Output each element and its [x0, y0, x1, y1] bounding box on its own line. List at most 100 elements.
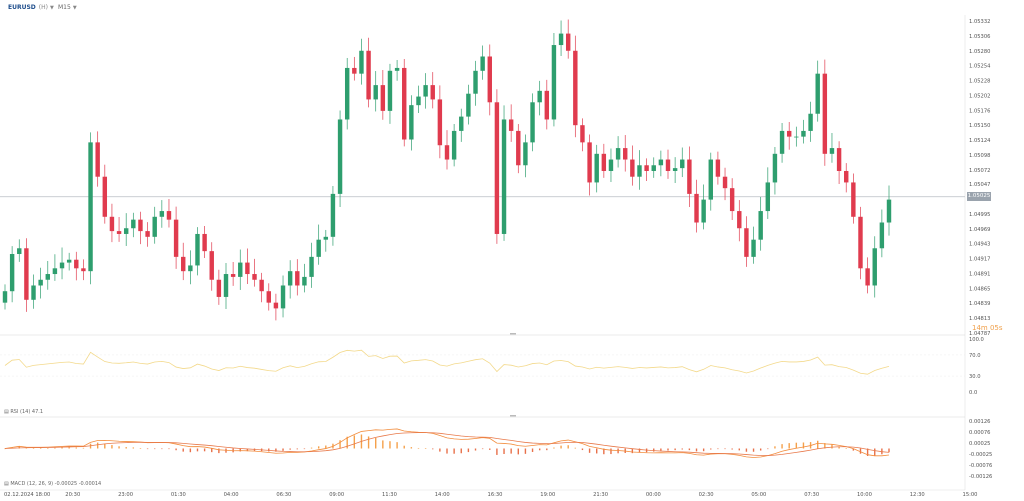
candle-body [74, 259, 79, 269]
candle-body [615, 148, 621, 160]
macd-histogram-bar [47, 447, 49, 449]
candle [701, 184, 706, 230]
macd-histogram-bar [581, 448, 584, 451]
candle-body [302, 276, 307, 286]
macd-level-label: -0.00126 [969, 474, 992, 480]
candle [45, 260, 50, 290]
candle [159, 200, 165, 228]
time-tick-label: 14:00 [435, 492, 450, 498]
macd-histogram-bar [660, 448, 662, 451]
price-tick-label: 1.05047 [969, 182, 990, 188]
candle-body [266, 291, 271, 303]
macd-histogram-bar [653, 448, 655, 452]
macd-histogram-bar [139, 448, 142, 449]
candle [59, 247, 65, 280]
candle-body [737, 211, 742, 229]
symbol-label: EURUSD [8, 4, 36, 11]
macd-histogram-bar [596, 448, 598, 454]
rsi-level-label: 70.0 [969, 353, 981, 359]
candle [822, 59, 828, 166]
candle [829, 132, 835, 163]
rsi-indicator-label[interactable]: ▤ RSI (14) 47.1 [4, 409, 43, 415]
candle-body [444, 145, 450, 160]
candle-body [45, 274, 50, 280]
macd-indicator-label[interactable]: ▤ MACD (12, 26, 9) -0.00025 -0.00014 [4, 481, 101, 487]
candle [851, 173, 856, 224]
candle [530, 93, 535, 152]
candle-body [131, 219, 136, 229]
candle [116, 217, 122, 242]
price-tick-label: 1.04943 [969, 242, 990, 248]
candle-body [544, 90, 550, 120]
candle [737, 200, 742, 242]
candle [302, 263, 307, 293]
candle-body [744, 228, 749, 257]
price-tick-label: 1.04865 [969, 286, 990, 292]
chart-header: EURUSD (H) ▼ M15 ▼ [0, 0, 1024, 14]
macd-histogram-bar [603, 448, 605, 455]
macd-histogram-bar [817, 440, 819, 449]
candle [587, 134, 592, 196]
price-tick-label: 1.05228 [969, 79, 990, 85]
macd-histogram-bar [731, 448, 733, 450]
macd-histogram-bar [346, 436, 348, 449]
price-tick-label: 1.04839 [969, 301, 990, 307]
candle [123, 213, 129, 246]
candle-body [109, 216, 115, 232]
candle-body [323, 236, 329, 240]
candle-body [430, 85, 435, 100]
time-tick-label: 15:00 [963, 492, 978, 498]
candle [858, 206, 863, 280]
candle [508, 104, 514, 142]
candle-body [829, 148, 835, 154]
timeframe-selector[interactable]: M15 ▼ [58, 4, 77, 11]
candle [416, 85, 421, 114]
candle-body [138, 219, 143, 232]
candle-body [437, 99, 443, 146]
price-tick-label: 1.05332 [969, 19, 990, 25]
candle-body [145, 231, 150, 237]
macd-histogram-bar [11, 447, 13, 449]
price-tick-label: 1.05150 [969, 123, 990, 129]
pane-resize-handle [510, 333, 516, 335]
candle [223, 263, 229, 309]
candle [95, 131, 100, 187]
candle [844, 163, 849, 193]
candle [765, 167, 771, 219]
candle [316, 224, 321, 265]
price-tick-label: 1.04969 [969, 227, 990, 233]
candle [24, 238, 29, 312]
candle [152, 206, 157, 244]
candle-body [494, 102, 500, 234]
macd-histogram-bar [310, 447, 313, 449]
candle [31, 274, 36, 309]
candle-body [580, 125, 585, 143]
candle [544, 79, 550, 130]
price-tick-label: 1.04787 [969, 331, 990, 337]
candle-body [202, 233, 207, 252]
candle [138, 211, 143, 245]
time-tick-label: 10:00 [857, 492, 872, 498]
time-tick-label: 19:00 [540, 492, 555, 498]
candle-body [466, 93, 471, 117]
candle [779, 123, 785, 163]
candle-body [487, 56, 492, 103]
macd-histogram-bar [118, 446, 120, 449]
macd-histogram-bar [481, 448, 484, 450]
candle-body [88, 142, 93, 272]
candle [758, 196, 763, 251]
candle [323, 229, 329, 252]
candle-body [59, 262, 65, 269]
price-tick-label: 1.05098 [969, 153, 990, 159]
candle [394, 60, 400, 81]
candle-body [665, 159, 671, 171]
candle [537, 80, 542, 116]
macd-histogram-bar [68, 447, 70, 449]
macd-histogram-bar [75, 447, 77, 449]
macd-histogram-bar [738, 448, 740, 451]
symbol-selector[interactable]: EURUSD (H) ▼ [8, 4, 54, 11]
macd-histogram-bar [211, 448, 213, 453]
candle-body [865, 268, 870, 286]
macd-histogram-bar [724, 448, 726, 450]
